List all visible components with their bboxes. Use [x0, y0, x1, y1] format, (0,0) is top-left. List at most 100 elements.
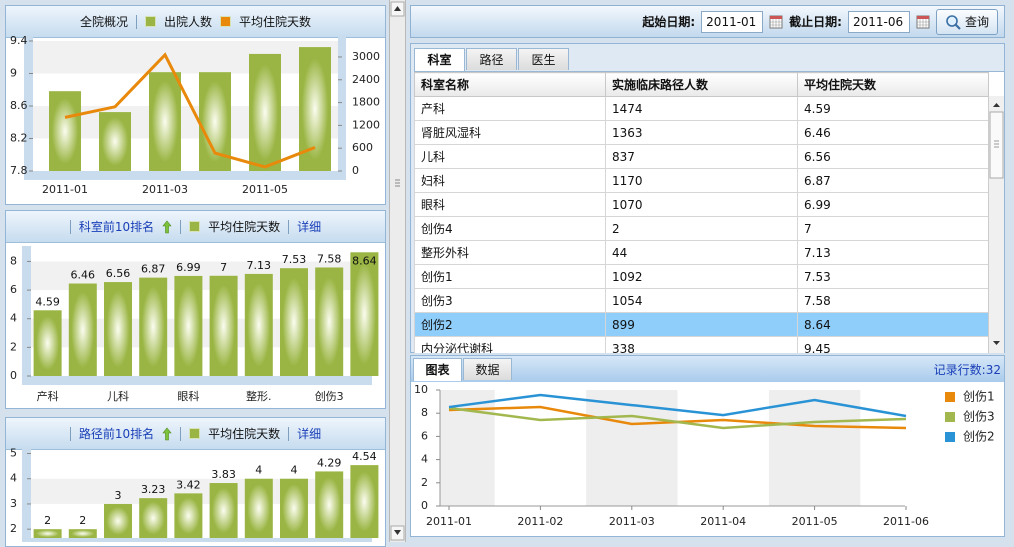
table-cell: 创伤1 [414, 264, 606, 289]
calendar-icon[interactable] [916, 15, 930, 29]
panel-header: 全院概况 出院人数 平均住院天数 [6, 6, 385, 38]
calendar-icon[interactable] [769, 15, 783, 29]
panel-title: 全院概况 [79, 15, 128, 29]
table-cell: 899 [605, 312, 798, 337]
column-header[interactable]: 科室名称 [414, 72, 606, 97]
separator [135, 14, 137, 29]
table-cell: 创伤4 [414, 216, 606, 241]
toolbar: 起始日期: 2011-01 截止日期: 2011-06 查询 [410, 5, 1005, 38]
table-row[interactable]: 内分泌代谢科 338 9.45 [414, 336, 989, 353]
legend-label: 出院人数 [163, 15, 212, 29]
panel-title[interactable]: 路径前10排名 [78, 427, 155, 441]
splitter-icons [390, 1, 405, 541]
table-row[interactable]: 整形外科 44 7.13 [414, 240, 989, 265]
table-cell: 7.58 [797, 288, 989, 313]
table-cell: 44 [605, 240, 798, 265]
panel-title[interactable]: 科室前10排名 [78, 220, 155, 234]
table-cell: 整形外科 [414, 240, 606, 265]
table-cell: 1474 [605, 96, 798, 121]
separator [69, 426, 71, 441]
scrollbar[interactable] [988, 96, 1004, 353]
table-cell: 肾脏风湿科 [414, 120, 606, 145]
button-label: 查询 [964, 15, 989, 29]
end-input[interactable]: 2011-06 [847, 10, 910, 33]
search-icon [946, 14, 961, 30]
table-panel: 科室 路径 医生 科室名称 实施临床路径人数 平均住院天数 产科 1474 4.59 肾脏风湿科… [410, 43, 1005, 353]
table-cell: 837 [605, 144, 798, 169]
tab[interactable]: 科室 [414, 48, 465, 71]
end-label: 截止日期: [789, 15, 842, 29]
chart-panel: 图表 数据 记录行数:32 [410, 355, 1005, 537]
table-row[interactable]: 创伤1 1092 7.53 [414, 264, 989, 289]
overview-panel: 全院概况 出院人数 平均住院天数 [5, 5, 386, 205]
tabs: 图表 数据 [413, 358, 613, 382]
separator [180, 219, 182, 234]
table-row[interactable]: 创伤2 899 8.64 [414, 312, 989, 337]
table-cell: 6.46 [797, 120, 989, 145]
start-label: 起始日期: [642, 15, 696, 29]
detail-link[interactable]: 详细 [297, 427, 322, 441]
table-cell: 创伤3 [414, 288, 606, 313]
path-panel: 路径前10排名 平均住院天数 详细 [5, 417, 386, 547]
table-cell: 7 [797, 216, 989, 241]
start-input[interactable]: 2011-01 [701, 10, 764, 33]
sort-arrow[interactable] [162, 427, 172, 441]
table-cell: 产科 [414, 96, 606, 121]
data-table: 科室名称 实施临床路径人数 平均住院天数 产科 1474 4.59 肾脏风湿科 1363 6.4… [414, 72, 989, 353]
tab[interactable]: 医生 [518, 48, 569, 70]
separator [180, 426, 182, 441]
tab[interactable]: 路径 [466, 48, 517, 70]
table-cell: 1363 [605, 120, 798, 145]
table-row[interactable]: 创伤4 2 7 [414, 216, 989, 241]
query-button[interactable]: 查询 [935, 8, 998, 35]
column-header[interactable]: 平均住院天数 [797, 72, 989, 97]
splitter[interactable] [389, 0, 406, 542]
table-cell: 2 [605, 216, 798, 241]
dept-panel: 科室前10排名 平均住院天数 详细 [5, 210, 386, 409]
sort-arrow[interactable] [162, 220, 172, 234]
panel-header: 路径前10排名 平均住院天数 详细 [6, 418, 385, 450]
table-cell: 儿科 [414, 144, 606, 169]
table-cell: 1092 [605, 264, 798, 289]
table-row[interactable]: 妇科 1170 6.87 [414, 168, 989, 193]
table-cell: 内分泌代谢科 [414, 336, 606, 353]
table-row[interactable]: 眼科 1070 6.99 [414, 192, 989, 217]
table-row[interactable]: 创伤3 1054 7.58 [414, 288, 989, 313]
tab[interactable]: 图表 [413, 358, 462, 381]
table-cell: 创伤2 [414, 312, 606, 337]
scrollbar-parts [989, 103, 1004, 345]
table-cell: 6.87 [797, 168, 989, 193]
table-cell: 眼科 [414, 192, 606, 217]
legend-swatch [220, 16, 231, 27]
table-cell: 妇科 [414, 168, 606, 193]
table-row[interactable]: 儿科 837 6.56 [414, 144, 989, 169]
table-cell: 338 [605, 336, 798, 353]
table-cell: 9.45 [797, 336, 989, 353]
header-row: 科室名称 实施临床路径人数 平均住院天数 [414, 72, 989, 97]
legend-label: 平均住院天数 [208, 427, 281, 441]
separator [288, 219, 290, 234]
tab-strip: 科室 路径 医生 [414, 48, 714, 71]
table-cell: 1054 [605, 288, 798, 313]
table-row[interactable]: 肾脏风湿科 1363 6.46 [414, 120, 989, 145]
legend-swatch [144, 16, 156, 27]
tab[interactable]: 数据 [463, 358, 512, 380]
table-cell: 7.53 [797, 264, 989, 289]
column-header[interactable]: 实施临床路径人数 [605, 72, 798, 97]
legend-swatch [189, 221, 201, 232]
record-count: 记录行数:32 [933, 363, 1001, 377]
table-cell: 1170 [605, 168, 798, 193]
table-row[interactable]: 产科 1474 4.59 [414, 96, 989, 121]
grid: 科室名称 实施临床路径人数 平均住院天数 产科 1474 4.59 肾脏风湿科 1363 6.4… [414, 71, 1004, 353]
table-cell: 1070 [605, 192, 798, 217]
separator [69, 219, 71, 234]
table-cell: 6.99 [797, 192, 989, 217]
detail-link[interactable]: 详细 [297, 220, 322, 234]
separator [288, 426, 290, 441]
legend-label: 平均住院天数 [239, 15, 312, 29]
legend-swatch [189, 428, 201, 439]
chart-tab-strip: 图表 数据 记录行数:32 [411, 356, 1004, 382]
table-cell: 8.64 [797, 312, 989, 337]
panel-header: 科室前10排名 平均住院天数 详细 [6, 211, 385, 243]
